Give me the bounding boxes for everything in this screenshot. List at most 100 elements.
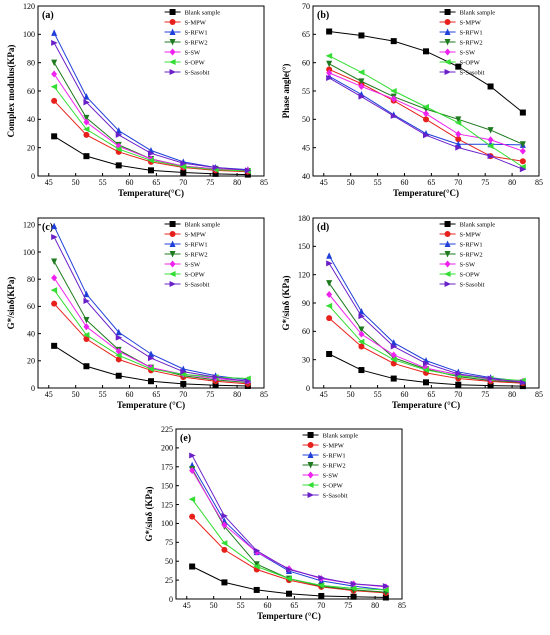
plot-frame — [37, 217, 265, 389]
y-tick-label: 100 — [23, 30, 35, 39]
series-s-opw — [325, 302, 526, 384]
legend-marker — [444, 221, 451, 227]
data-point — [285, 575, 292, 582]
y-tick-label: 80 — [27, 275, 35, 284]
chart-e: 45 50 55 60 65 70 75 80 85 0 25 50 75 100 125 150 175 200… — [144, 425, 406, 621]
legend-marker — [169, 19, 176, 25]
x-axis-title: Temperture (°C) — [257, 611, 321, 621]
legend-label: S-RFW2 — [460, 252, 483, 259]
data-point — [519, 166, 527, 173]
x-tick-label: 50 — [210, 601, 218, 610]
legend-entry: Blank sample — [302, 432, 358, 440]
data-point — [82, 126, 90, 133]
data-point — [358, 32, 365, 39]
legend-label: S-MPW — [185, 20, 207, 27]
y-tick-label: 20 — [27, 143, 35, 152]
legend-marker — [307, 482, 314, 488]
data-point — [487, 375, 495, 382]
legend-marker — [307, 471, 314, 479]
legend-entry: S-MPW — [164, 231, 207, 239]
data-point — [382, 586, 389, 593]
legend-entry: S-Sasobit — [164, 69, 210, 77]
legend-label: S-OPW — [323, 483, 344, 490]
legend-marker — [444, 28, 451, 35]
data-point — [422, 103, 429, 110]
series-s-sasobit — [51, 39, 252, 174]
data-point — [325, 302, 333, 309]
data-point — [326, 69, 333, 77]
data-point — [221, 521, 228, 529]
data-point — [390, 38, 397, 45]
data-point — [244, 167, 252, 174]
legend-entry: S-Sasobit — [164, 281, 210, 289]
legend-entry: S-RFW1 — [164, 240, 208, 249]
data-point — [83, 363, 90, 370]
series-s-rfw2 — [189, 466, 389, 596]
data-point — [179, 163, 187, 170]
legend-marker — [444, 39, 451, 46]
x-tick-label: 65 — [427, 178, 435, 187]
y-tick-label: 120 — [23, 221, 35, 230]
x-tick-label: 70 — [454, 178, 462, 187]
legend-entry: S-RFW2 — [302, 462, 346, 470]
data-point — [423, 360, 430, 367]
legend-entry: S-SW — [302, 471, 339, 480]
data-point — [244, 375, 251, 382]
data-point — [423, 48, 429, 55]
data-point — [390, 343, 398, 350]
data-point — [83, 323, 90, 331]
data-point — [51, 258, 58, 266]
data-point — [221, 579, 228, 586]
y-tick-label: 0 — [31, 172, 35, 181]
legend-marker — [444, 69, 452, 75]
y-axis-title: G*/sinδ (KPa) — [144, 487, 154, 542]
series-s-sasobit — [189, 452, 390, 590]
legend-entry: S-RFW2 — [164, 251, 208, 259]
data-point — [212, 164, 220, 171]
data-point — [115, 127, 122, 134]
data-point — [253, 547, 261, 554]
data-point — [326, 260, 333, 267]
legend-entry: S-RFW1 — [439, 240, 483, 249]
legend-entry: S-RFW2 — [439, 39, 483, 47]
y-axis-title: Complex modulus(KPa) — [6, 45, 16, 138]
data-point — [189, 563, 196, 570]
y-tick-label: 120 — [298, 270, 310, 279]
legend-marker — [169, 28, 176, 35]
legend-entry: S-RFW2 — [439, 251, 483, 259]
series-s-mpw — [51, 300, 251, 387]
data-point — [115, 131, 123, 138]
data-point — [358, 326, 365, 333]
data-point — [455, 381, 462, 388]
legend-entry: S-OPW — [439, 59, 481, 67]
legend-marker — [444, 240, 451, 247]
data-point — [390, 88, 397, 94]
legend-marker — [169, 271, 176, 277]
legend-label: S-RFW1 — [460, 30, 483, 37]
x-tick-label: 80 — [371, 601, 379, 610]
data-point — [253, 563, 260, 570]
y-tick-label: 55 — [302, 87, 310, 96]
legend-marker — [169, 69, 177, 75]
chart-a: 45 50 55 60 65 70 75 80 85 0 20 40 60 80 100 120 Tempera… — [6, 2, 268, 198]
x-tick-label: 60 — [400, 178, 408, 187]
legend-label: S-RFW1 — [460, 242, 483, 249]
data-point — [358, 78, 365, 85]
data-point — [423, 116, 429, 123]
series-s-rfw1 — [51, 29, 251, 173]
series-line — [329, 31, 524, 113]
data-point — [390, 339, 397, 346]
x-tick-label: 85 — [260, 178, 268, 187]
legend-marker — [444, 251, 451, 258]
x-tick-label: 80 — [233, 390, 241, 399]
data-point — [83, 317, 90, 324]
legend-entry: S-OPW — [439, 271, 481, 279]
series-s-sw — [189, 467, 389, 591]
y-tick-label: 40 — [302, 172, 310, 181]
data-point — [83, 297, 90, 304]
y-tick-label: 50 — [302, 115, 310, 124]
data-point — [51, 39, 58, 46]
data-point — [115, 356, 122, 363]
data-point — [50, 83, 58, 90]
series-s-sasobit — [326, 260, 527, 386]
